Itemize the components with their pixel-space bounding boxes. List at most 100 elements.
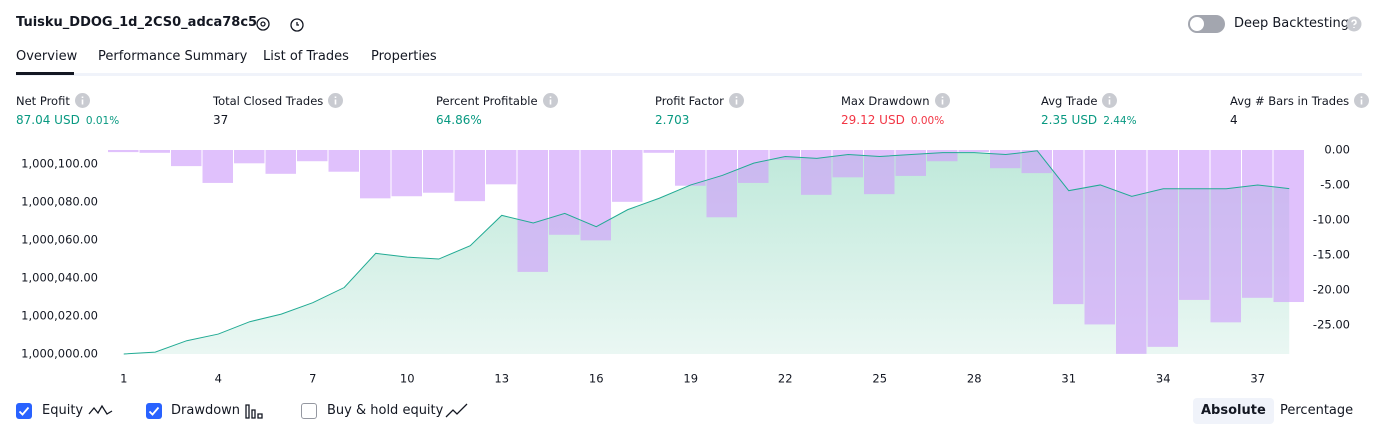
tab[interactable]: List of Trades	[263, 49, 349, 64]
x-tick-label: 25	[872, 372, 887, 386]
x-tick-label: 13	[494, 372, 509, 386]
toggle[interactable]	[1188, 15, 1225, 33]
checkmark-path	[18, 406, 30, 416]
info-icon[interactable]	[1102, 93, 1118, 108]
metric-value-text: 2.703	[655, 113, 690, 127]
y2-tick-label: -5.00	[1320, 178, 1350, 192]
drawdown-bar	[1210, 150, 1241, 323]
alert-icon[interactable]	[290, 18, 304, 32]
x-tick-label: 22	[778, 372, 793, 386]
metric-label: Max Drawdown	[841, 94, 930, 108]
view-button[interactable]: Percentage	[1280, 403, 1354, 418]
legend-label: Drawdown	[171, 403, 241, 418]
checkmark	[148, 406, 160, 416]
drawdown-bar	[1179, 150, 1210, 300]
metric-value: 2.35 USD 2.44%	[1041, 113, 1137, 127]
tab[interactable]: Performance Summary	[98, 49, 248, 64]
info-icon[interactable]	[728, 93, 744, 108]
x-tick-label: 4	[215, 372, 222, 386]
info-icon[interactable]	[542, 93, 558, 108]
metric-label: Total Closed Trades	[213, 94, 324, 108]
drawdown-bar	[706, 150, 737, 218]
help-icon[interactable]	[1346, 16, 1362, 32]
alert-icon-hands	[296, 22, 299, 26]
drawdown-bar	[202, 150, 233, 183]
metric-value-text: 87.04 USD	[16, 113, 80, 127]
x-tick-label: 1	[120, 372, 127, 386]
drawdown-icon	[245, 404, 263, 419]
tab-separator	[16, 73, 1362, 76]
drawdown-bar	[1116, 150, 1147, 354]
info-icon[interactable]	[328, 93, 344, 108]
drawdown-bar	[990, 150, 1021, 169]
metric-label: Profit Factor	[655, 94, 724, 108]
drawdown-bar	[1242, 150, 1273, 298]
toggle-knob	[1190, 17, 1204, 31]
x-tick-label: 10	[400, 372, 415, 386]
x-tick-label: 34	[1156, 372, 1171, 386]
buy-hold-icon	[445, 403, 468, 418]
metric-label: Net Profit	[16, 94, 70, 108]
metric-sub: 2.44%	[1103, 115, 1137, 127]
drawdown-icon-path	[245, 404, 263, 419]
drawdown-bar	[360, 150, 391, 199]
settings-icon[interactable]	[256, 17, 270, 31]
drawdown-bar	[108, 150, 139, 153]
y-tick-label: 1,000,020.00	[21, 309, 98, 323]
active-tab-underline	[16, 72, 74, 75]
info-icon[interactable]	[74, 93, 90, 108]
drawdown-bar	[234, 150, 265, 164]
metric-value-text: 4	[1230, 113, 1238, 127]
x-tick-label: 31	[1061, 372, 1076, 386]
view-button[interactable]: Absolute	[1193, 398, 1274, 424]
y-tick-label: 1,000,040.00	[21, 271, 98, 285]
tab[interactable]: Overview	[16, 49, 78, 64]
drawdown-checkbox[interactable]	[146, 403, 162, 419]
x-tick-label: 19	[683, 372, 698, 386]
buy-hold-checkbox[interactable]	[301, 403, 317, 419]
y-tick-label: 1,000,100.00	[21, 157, 98, 171]
drawdown-bar	[297, 150, 328, 162]
x-tick-label: 7	[309, 372, 316, 386]
metric-value: 29.12 USD 0.00%	[841, 113, 944, 127]
metric-label: Percent Profitable	[436, 94, 538, 108]
drawdown-bar	[958, 150, 989, 153]
drawdown-bar	[864, 150, 895, 195]
drawdown-bar	[1021, 150, 1052, 174]
drawdown-bar	[769, 150, 800, 160]
drawdown-bar	[517, 150, 548, 272]
drawdown-bar	[391, 150, 422, 197]
drawdown-bar	[265, 150, 296, 174]
info-icon[interactable]	[934, 93, 950, 108]
tab[interactable]: Properties	[371, 49, 437, 64]
equity-checkbox[interactable]	[16, 403, 32, 419]
drawdown-bar	[1147, 150, 1178, 347]
metric-label: Avg # Bars in Trades	[1230, 94, 1350, 108]
drawdown-bar	[1053, 150, 1084, 305]
metric-value-text: 37	[213, 113, 229, 127]
equity-area	[123, 150, 1290, 354]
settings-icon-core	[260, 21, 266, 27]
metric-value-text: 64.86%	[436, 113, 482, 127]
y2-tick-label: -20.00	[1313, 283, 1350, 297]
info-icon[interactable]	[1354, 93, 1370, 108]
equity-line	[123, 150, 1290, 355]
metric-value: 87.04 USD 0.01%	[16, 113, 119, 127]
drawdown-bar	[1273, 150, 1304, 303]
y2-tick-label: -15.00	[1313, 248, 1350, 262]
drawdown-bar	[328, 150, 359, 172]
strategy-title: Tuisku_DDOG_1d_2CS0_adca78c5	[16, 15, 258, 30]
drawdown-bar	[549, 150, 580, 235]
metric-value: 64.86%	[436, 113, 482, 127]
drawdown-bar	[580, 150, 611, 241]
y-tick-label: 1,000,060.00	[21, 233, 98, 247]
metric-value: 4	[1230, 113, 1238, 127]
y2-tick-label: -10.00	[1313, 213, 1350, 227]
y2-tick-label: 0.00	[1324, 143, 1350, 157]
metric-label: Avg Trade	[1041, 94, 1098, 108]
drawdown-bar	[139, 150, 170, 153]
drawdown-bar	[612, 150, 643, 202]
drawdown-bar	[423, 150, 454, 193]
metric-sub: 0.00%	[910, 115, 945, 127]
